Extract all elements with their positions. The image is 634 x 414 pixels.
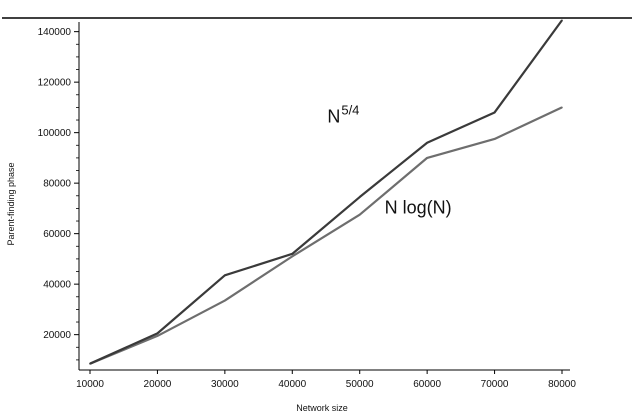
annotation-layer: N5/4 N log(N) — [327, 103, 451, 218]
x-axis-title: Network size — [296, 403, 348, 413]
data-point — [358, 196, 361, 198]
x-tick-label: 70000 — [481, 379, 509, 390]
series-annotation: N5/4 — [327, 103, 359, 127]
data-point — [291, 253, 294, 255]
annotation-base: N — [327, 107, 340, 127]
data-point — [426, 141, 428, 144]
data-point — [156, 332, 159, 335]
data-point — [561, 106, 563, 109]
series-line-1 — [89, 106, 563, 365]
x-tick-label: 40000 — [278, 379, 306, 390]
data-point — [156, 335, 159, 337]
y-tick-label: 80000 — [43, 179, 71, 190]
series-annotation: N log(N) — [385, 197, 452, 217]
data-point — [561, 19, 563, 22]
y-tick-label: 60000 — [43, 229, 71, 240]
y-tick-label: 100000 — [38, 128, 72, 139]
y-tick-label: 140000 — [38, 27, 72, 38]
y-tick-label: 20000 — [43, 330, 71, 341]
annotation-base: N log(N) — [385, 197, 452, 217]
data-point — [291, 255, 294, 258]
y-tick-label: 40000 — [43, 280, 71, 291]
data-point — [89, 362, 91, 365]
annotation-superscript: 5/4 — [341, 103, 359, 118]
y-axis-title: Parent-finding phase — [6, 162, 16, 245]
x-tick-label: 10000 — [76, 379, 104, 390]
x-tick-label: 60000 — [413, 379, 441, 390]
x-tick-label: 50000 — [346, 379, 374, 390]
series-line-0 — [89, 19, 563, 365]
data-point — [358, 213, 361, 216]
x-tick-label: 20000 — [144, 379, 172, 390]
y-tick-label: 120000 — [38, 78, 72, 89]
data-point — [224, 299, 226, 302]
x-tick-label: 30000 — [211, 379, 239, 390]
data-point — [426, 157, 428, 159]
series-layer — [89, 19, 563, 365]
data-point — [493, 138, 496, 140]
ticks-layer: 10000 20000 30000 40000 50000 60000 70000 80000… — [38, 27, 577, 390]
data-point — [493, 111, 496, 114]
x-tick-label: 80000 — [548, 379, 576, 390]
data-point — [224, 274, 226, 277]
